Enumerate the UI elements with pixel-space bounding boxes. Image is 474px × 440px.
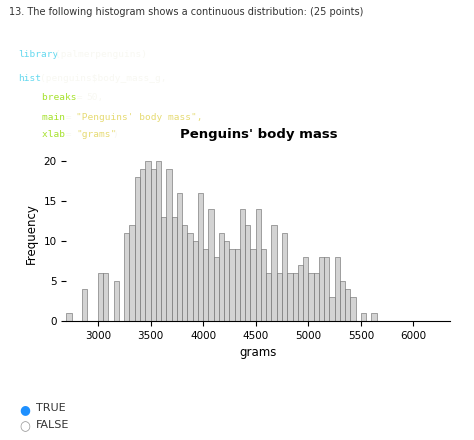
Bar xyxy=(329,297,335,321)
Text: 50,: 50, xyxy=(87,93,104,102)
Text: breaks: breaks xyxy=(18,93,76,102)
Bar xyxy=(229,249,235,321)
Text: ): ) xyxy=(113,130,118,139)
Bar xyxy=(224,241,229,321)
Bar xyxy=(198,193,203,321)
Bar xyxy=(345,289,350,321)
Bar xyxy=(292,273,298,321)
Bar xyxy=(272,225,277,321)
Text: xlab: xlab xyxy=(18,130,64,139)
Bar xyxy=(151,169,156,321)
Bar xyxy=(140,169,145,321)
Bar xyxy=(324,257,329,321)
Bar xyxy=(308,273,314,321)
Bar xyxy=(214,257,219,321)
Text: (palmerpenguins): (palmerpenguins) xyxy=(55,50,147,59)
Bar xyxy=(114,281,119,321)
Text: ○: ○ xyxy=(19,420,30,433)
Bar xyxy=(219,233,224,321)
Bar xyxy=(314,273,319,321)
Bar xyxy=(203,249,209,321)
X-axis label: grams: grams xyxy=(240,346,277,359)
Text: main: main xyxy=(18,113,64,121)
Text: ●: ● xyxy=(19,403,30,416)
Bar xyxy=(103,273,109,321)
Bar xyxy=(287,273,292,321)
Bar xyxy=(66,313,72,321)
Bar xyxy=(245,225,250,321)
Y-axis label: Frequency: Frequency xyxy=(25,203,38,264)
Bar xyxy=(266,273,272,321)
Bar xyxy=(98,273,103,321)
Text: hist: hist xyxy=(18,74,42,83)
Bar xyxy=(350,297,356,321)
Bar xyxy=(335,257,340,321)
Bar xyxy=(177,193,182,321)
Bar xyxy=(156,161,161,321)
Bar xyxy=(172,217,177,321)
Bar xyxy=(182,225,187,321)
Bar xyxy=(161,217,166,321)
Bar xyxy=(135,177,140,321)
Bar xyxy=(340,281,345,321)
Text: (penguins$body_mass_g,: (penguins$body_mass_g, xyxy=(39,74,166,83)
Bar xyxy=(277,273,282,321)
Bar xyxy=(282,233,287,321)
Bar xyxy=(303,257,308,321)
Bar xyxy=(255,209,261,321)
Bar xyxy=(361,313,366,321)
Text: library: library xyxy=(18,50,59,59)
Bar xyxy=(124,233,129,321)
Bar xyxy=(298,265,303,321)
Bar xyxy=(235,249,240,321)
Bar xyxy=(82,289,87,321)
Text: =: = xyxy=(71,93,88,102)
Bar xyxy=(129,225,135,321)
Title: Penguins' body mass: Penguins' body mass xyxy=(180,128,337,141)
Text: FALSE: FALSE xyxy=(36,420,69,430)
Text: "grams": "grams" xyxy=(76,130,117,139)
Bar xyxy=(261,249,266,321)
Bar xyxy=(145,161,151,321)
Bar xyxy=(250,249,255,321)
Bar xyxy=(319,257,324,321)
Bar xyxy=(166,169,172,321)
Bar xyxy=(187,233,192,321)
Text: =: = xyxy=(61,113,78,121)
Text: TRUE: TRUE xyxy=(36,403,65,413)
Text: 13. The following histogram shows a continuous distribution: (25 points): 13. The following histogram shows a cont… xyxy=(9,7,364,17)
Bar xyxy=(209,209,214,321)
Bar xyxy=(192,241,198,321)
Text: =: = xyxy=(61,130,78,139)
Bar xyxy=(372,313,377,321)
Bar xyxy=(240,209,245,321)
Text: "Penguins' body mass",: "Penguins' body mass", xyxy=(76,113,203,121)
